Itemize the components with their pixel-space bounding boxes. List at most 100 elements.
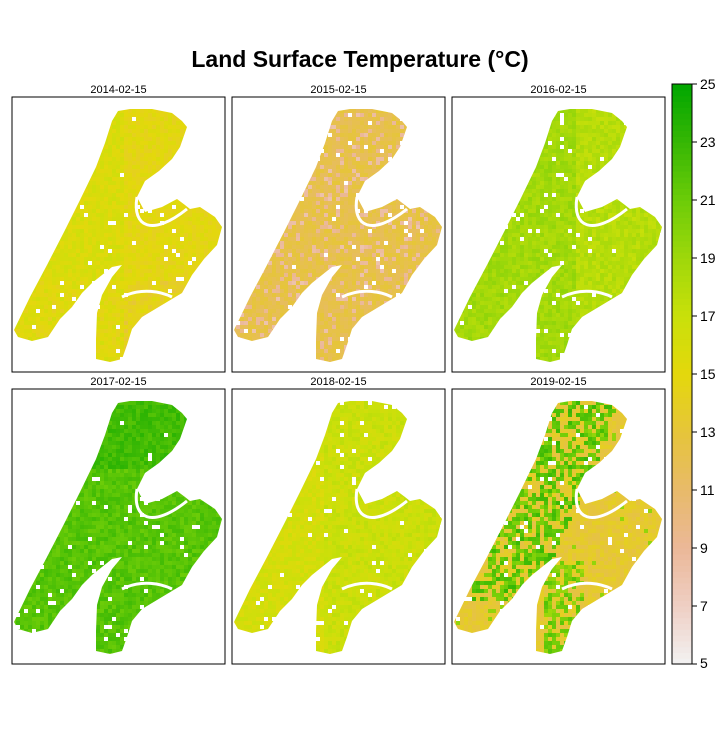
raster-cell [52,333,56,337]
raster-cell [172,353,176,357]
raster-cell [428,117,432,121]
raster-cell [168,153,172,157]
raster-cell [172,281,176,285]
raster-cell [300,165,304,169]
raster-cell [120,125,124,129]
raster-cell [184,241,188,245]
raster-cell [108,305,112,309]
raster-cell [184,257,188,261]
raster-cell [272,133,276,137]
raster-cell [124,353,128,357]
raster-cell [156,205,160,209]
raster-cell [200,297,204,301]
raster-cell [220,253,222,257]
raster-cell [72,333,76,337]
raster-cell [352,185,356,189]
raster-cell [24,265,28,269]
raster-cell [96,269,100,273]
raster-cell [424,97,428,101]
raster-cell [60,361,64,362]
raster-cell [192,145,196,149]
raster-cell [104,177,108,181]
raster-cell [420,145,424,149]
raster-cell [340,181,344,185]
raster-cell [344,113,348,117]
raster-cell [36,193,40,197]
raster-cell [196,333,200,337]
raster-cell [156,221,160,225]
raster-cell [172,241,176,245]
raster-cell [192,313,196,317]
raster-cell [380,133,384,137]
raster-cell [28,229,32,233]
raster-cell [280,133,284,137]
raster-cell [156,233,160,237]
raster-cell [332,101,336,105]
raster-cell [16,297,20,301]
raster-cell [56,213,60,217]
raster-cell [100,269,104,273]
raster-cell [52,97,56,101]
raster-cell [88,145,92,149]
raster-cell [308,165,312,169]
raster-cell [220,213,222,217]
raster-cell [348,121,352,125]
raster-cell [64,333,68,337]
raster-cell [380,177,384,181]
raster-cell [92,357,96,361]
raster-cell [20,137,24,141]
raster-cell [80,265,84,269]
raster-cell [332,133,336,137]
raster-cell [88,281,92,285]
raster-cell [212,133,216,137]
raster-cell [132,305,136,309]
raster-cell [188,349,192,353]
raster-cell [72,265,76,269]
raster-cell [292,105,296,109]
raster-cell [352,181,356,185]
raster-cell [180,101,184,105]
raster-cell [64,145,68,149]
raster-cell [96,349,100,353]
raster-cell [356,153,360,157]
raster-cell [40,249,44,253]
raster-cell [48,305,52,309]
raster-cell [216,249,220,253]
raster-cell [268,145,272,149]
raster-cell [212,101,216,105]
raster-cell [416,109,420,113]
raster-cell [208,269,212,273]
raster-cell [364,97,368,101]
raster-cell [136,105,140,109]
raster-cell [140,285,144,289]
raster-cell [396,105,400,109]
raster-cell [212,201,216,205]
raster-cell [204,109,208,113]
raster-cell [316,165,320,169]
raster-cell [24,289,28,293]
raster-cell [308,181,312,185]
raster-cell [64,305,68,309]
raster-cell [44,257,48,261]
raster-cell [144,149,148,153]
raster-cell [44,293,48,297]
raster-cell [164,345,168,349]
raster-cell [92,173,96,177]
raster-cell [292,141,296,145]
raster-cell [64,349,68,353]
raster-cell [88,341,92,345]
raster-cell [436,181,440,185]
raster-cell [128,261,132,265]
raster-cell [124,265,128,269]
raster-cell [20,149,24,153]
raster-cell [112,113,116,117]
raster-cell [256,133,260,137]
raster-cell [180,309,184,313]
raster-cell [72,365,76,369]
raster-cell [40,273,44,277]
raster-cell [208,357,212,361]
raster-cell [416,173,420,177]
raster-cell [44,349,48,353]
raster-cell [424,101,428,105]
raster-cell [120,189,124,193]
